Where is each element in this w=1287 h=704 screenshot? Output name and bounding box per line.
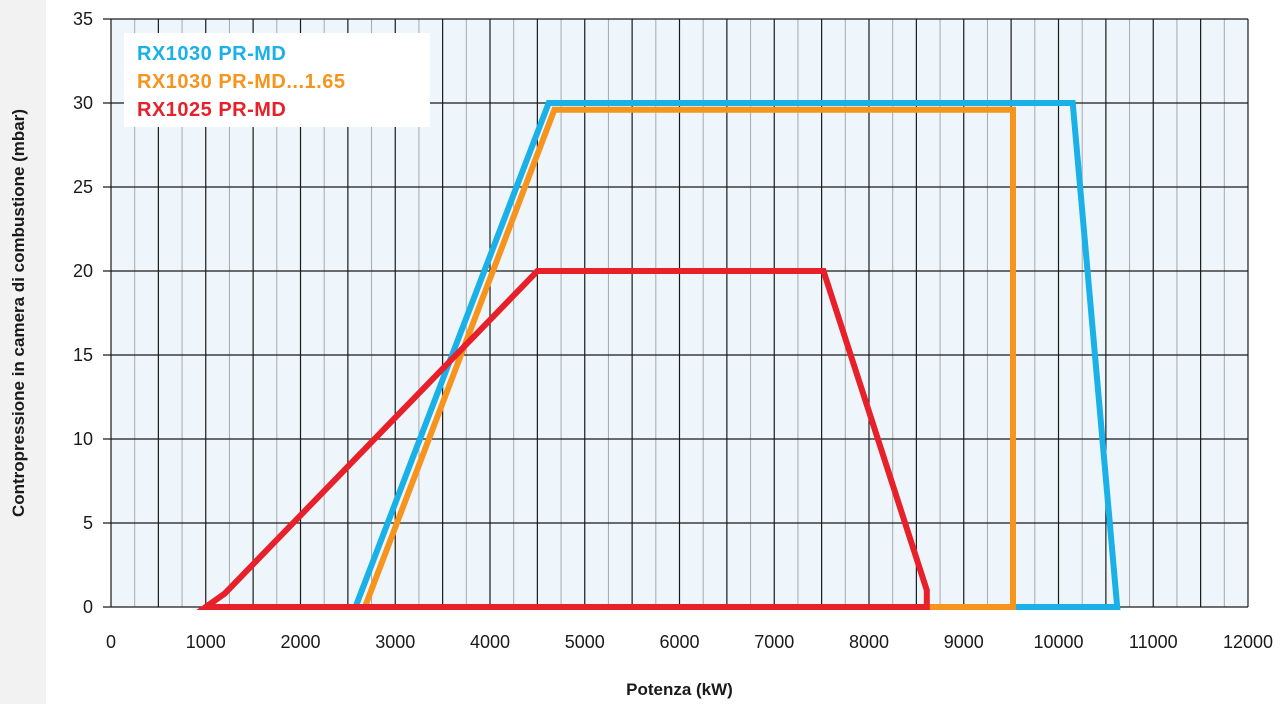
y-tick-label: 35 — [73, 9, 93, 29]
x-tick-label: 1000 — [186, 632, 226, 652]
x-tick-label: 5000 — [565, 632, 605, 652]
y-tick-label: 5 — [83, 513, 93, 533]
y-tick-label: 0 — [83, 597, 93, 617]
x-tick-label: 6000 — [659, 632, 699, 652]
left-margin-strip — [0, 0, 46, 704]
x-tick-label: 7000 — [754, 632, 794, 652]
x-axis-title: Potenza (kW) — [626, 680, 733, 699]
x-tick-label: 4000 — [470, 632, 510, 652]
x-tick-label: 2000 — [280, 632, 320, 652]
x-tick-label: 10000 — [1033, 632, 1083, 652]
y-tick-label: 20 — [73, 261, 93, 281]
x-tick-label: 9000 — [944, 632, 984, 652]
y-tick-label: 25 — [73, 177, 93, 197]
y-tick-label: 30 — [73, 93, 93, 113]
x-tick-label: 3000 — [375, 632, 415, 652]
x-tick-label: 8000 — [849, 632, 889, 652]
y-tick-label: 15 — [73, 345, 93, 365]
series-line-3 — [196, 268, 930, 610]
x-tick-label: 12000 — [1223, 632, 1273, 652]
x-tick-label: 0 — [106, 632, 116, 652]
legend-entry-1: RX1030 PR-MD — [137, 43, 286, 65]
x-tick-label: 11000 — [1129, 632, 1178, 652]
legend-entry-2: RX1030 PR-MD...1.65 — [137, 71, 345, 93]
y-axis-title: Contropressione in camera di combustione… — [9, 109, 28, 517]
legend-entry-3: RX1025 PR-MD — [137, 99, 286, 121]
legend-box — [124, 33, 430, 127]
y-tick-label: 10 — [73, 429, 93, 449]
